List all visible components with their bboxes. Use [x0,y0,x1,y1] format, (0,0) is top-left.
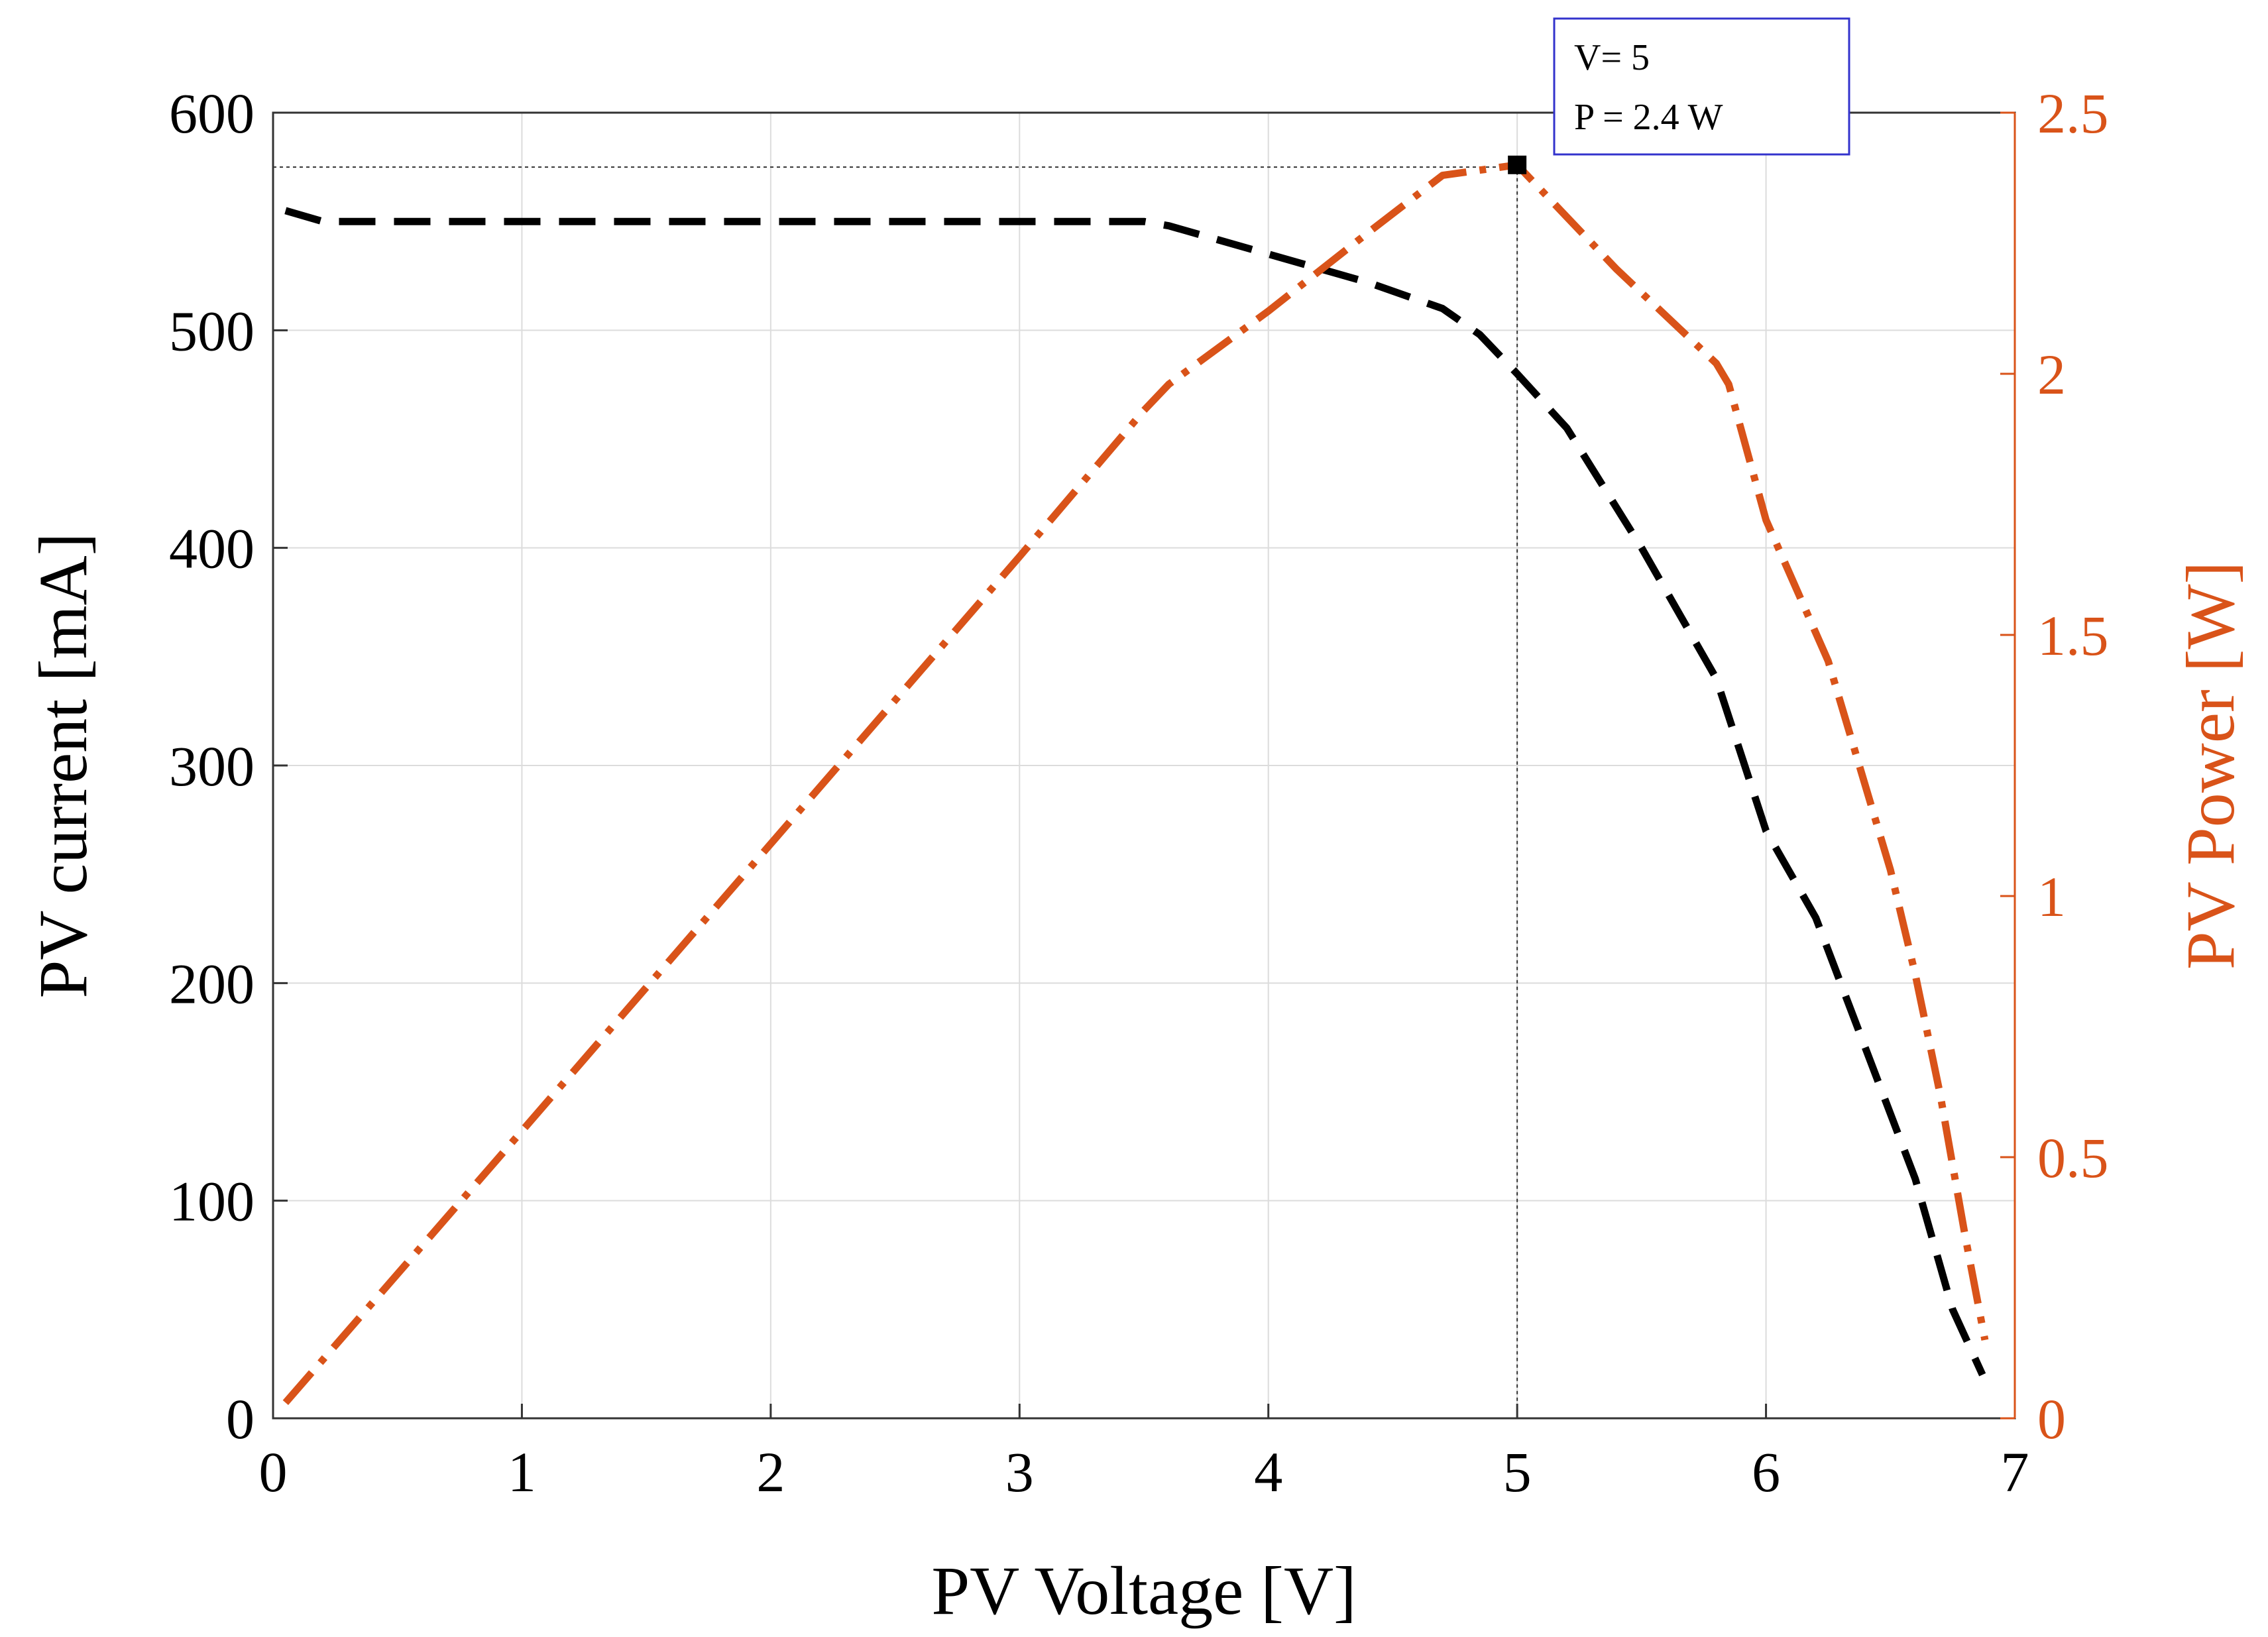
y-left-tick-label: 600 [169,82,255,145]
grid [273,113,2015,1418]
x-tick-label: 3 [1005,1440,1034,1504]
x-tick-label: 7 [2001,1440,2029,1504]
y-right-tick-label: 1.5 [2037,604,2109,667]
x-tick-label: 4 [1254,1440,1282,1504]
y-axis-right-title: PV Power [W] [2173,561,2249,970]
mpp-marker-layer [1508,155,1527,174]
y-left-tick-label: 0 [226,1387,255,1451]
y-axis-left-title: PV current [mA] [25,533,101,999]
annotation-border [1553,17,1850,156]
y-right-tick-label: 0.5 [2037,1126,2109,1190]
annotation-power: P = 2.4 W [1574,97,1723,138]
y-left-tick-label: 200 [169,952,255,1015]
y-left-tick-label: 400 [169,517,255,581]
y-right-tick-label: 2.5 [2037,82,2109,145]
annotation-voltage: V= 5 [1574,37,1650,78]
x-tick-label: 1 [508,1440,536,1504]
x-tick-label: 5 [1503,1440,1532,1504]
y-right-tick-label: 2 [2037,343,2066,406]
x-tick-label: 2 [756,1440,785,1504]
pv-current-line [284,207,1986,1377]
x-tick-label: 0 [259,1440,288,1504]
y-left-tick-label: 100 [169,1170,255,1233]
mpp-marker [1508,155,1527,174]
annotation-box: V= 5 P = 2.4 W [1553,17,1850,156]
y-right-tick-label: 0 [2037,1387,2066,1451]
y-left-tick-label: 500 [169,299,255,363]
y-right-tick-label: 1 [2037,865,2066,929]
x-axis-title: PV Voltage [V] [931,1553,1356,1629]
mpp-guides [273,164,1518,1418]
x-tick-label: 6 [1752,1440,1780,1504]
y-left-tick-label: 300 [169,734,255,798]
